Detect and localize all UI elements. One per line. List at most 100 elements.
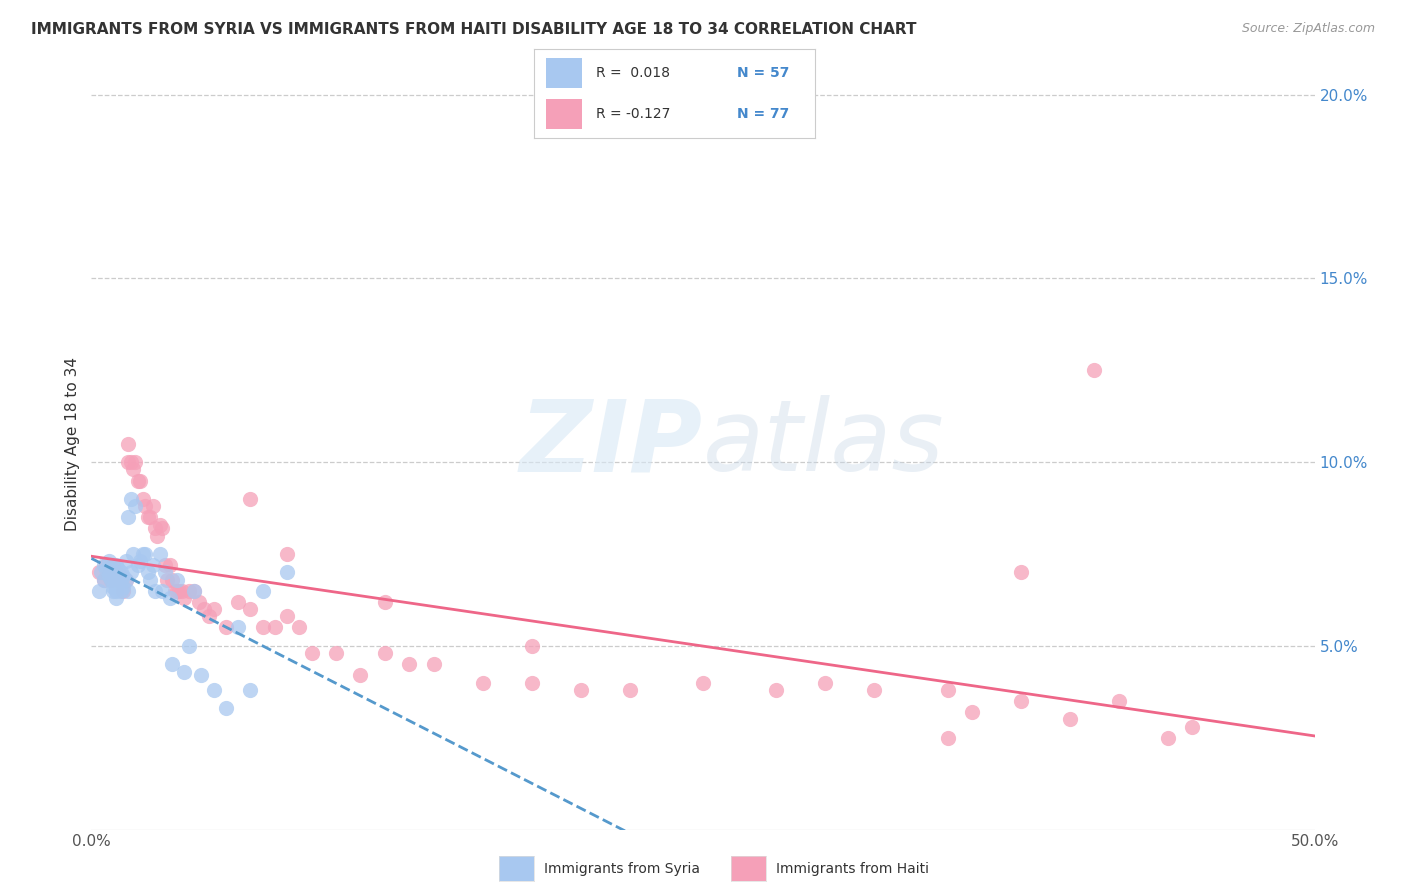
Point [103,583,125,598]
Point [188,595,211,609]
Text: R =  0.018: R = 0.018 [596,66,671,80]
Point [87,566,110,580]
Point [104,566,127,580]
Point [114,573,136,587]
Point [156,573,179,587]
Point [146,528,169,542]
Point [136,510,159,524]
Point [120,455,142,469]
Point [114,573,136,587]
Point [325,646,347,660]
Point [90,566,112,580]
Bar [546,99,582,129]
Point [215,620,238,634]
Point [104,566,127,580]
Point [288,620,311,634]
Point [202,682,225,697]
Point [179,639,201,653]
Point [122,462,145,476]
Point [141,500,163,514]
Point [107,562,129,576]
Point [104,558,127,572]
Point [143,521,166,535]
Point [936,731,959,745]
Point [569,682,592,697]
Point [814,675,837,690]
Point [136,566,159,580]
Point [1059,712,1081,726]
Point [166,583,188,598]
Point [104,580,127,594]
Point [149,517,172,532]
Point [398,657,420,672]
Point [153,558,176,572]
Point [132,491,155,506]
Point [100,562,122,576]
Point [117,510,139,524]
Point [104,583,127,598]
Point [141,558,163,572]
Point [134,500,156,514]
Point [349,668,371,682]
Point [139,510,162,524]
Point [374,646,396,660]
Point [107,569,129,583]
Point [107,573,129,587]
Point [163,583,186,598]
Point [120,491,142,506]
Point [110,573,132,587]
Point [127,558,149,572]
Point [276,547,298,561]
Bar [546,58,582,88]
Point [87,583,110,598]
Point [97,566,120,580]
Point [117,455,139,469]
Point [103,580,125,594]
Point [153,566,176,580]
Text: R = -0.127: R = -0.127 [596,107,671,121]
Point [1083,363,1105,377]
Point [127,474,149,488]
Point [110,583,132,598]
Point [166,573,188,587]
Point [520,675,543,690]
Point [104,573,127,587]
Point [863,682,886,697]
Text: N = 57: N = 57 [737,66,789,80]
Point [423,657,446,672]
Point [276,609,298,624]
Point [159,591,181,605]
Point [1010,694,1032,708]
Point [276,566,298,580]
Point [143,583,166,598]
Point [301,646,323,660]
Point [169,583,191,598]
Point [112,569,135,583]
Point [150,521,173,535]
Point [114,554,136,568]
Text: Immigrants from Haiti: Immigrants from Haiti [776,862,929,876]
Point [1157,731,1180,745]
Point [103,558,125,572]
Point [129,474,152,488]
Point [170,583,193,598]
Point [264,620,287,634]
Point [103,569,125,583]
Point [1010,566,1032,580]
Point [471,675,494,690]
Point [112,580,135,594]
Point [173,665,195,679]
Point [94,562,117,576]
Y-axis label: Disability Age 18 to 34: Disability Age 18 to 34 [65,357,80,531]
Point [100,573,122,587]
Point [149,547,172,561]
Point [150,583,173,598]
Point [134,547,156,561]
Text: IMMIGRANTS FROM SYRIA VS IMMIGRANTS FROM HAITI DISABILITY AGE 18 TO 34 CORRELATI: IMMIGRANTS FROM SYRIA VS IMMIGRANTS FROM… [31,22,917,37]
Point [132,547,155,561]
Point [160,573,183,587]
Point [104,591,127,605]
Point [117,583,139,598]
Point [183,583,205,598]
Point [117,436,139,450]
